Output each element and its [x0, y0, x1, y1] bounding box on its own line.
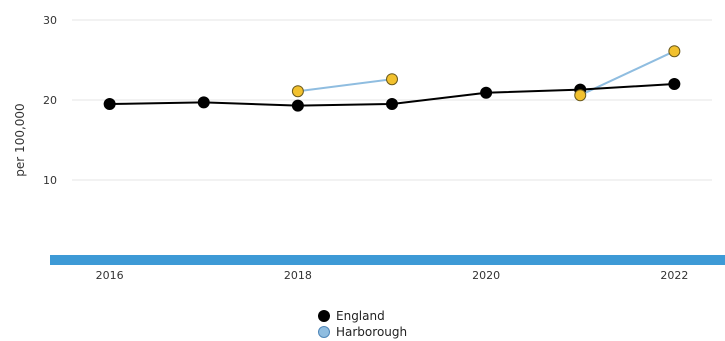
england-point-2017: [197, 96, 210, 109]
england-point-2022: [668, 78, 681, 90]
harborough-line-segment-1: [297, 78, 393, 93]
legend-label-england: England: [336, 309, 385, 323]
harborough-point-2021: [574, 89, 587, 102]
x-tick-label-2020: 2020: [472, 269, 500, 282]
x-tick-label-2016: 2016: [96, 269, 124, 282]
england-legend-marker: [318, 310, 330, 322]
legend-item-england[interactable]: England: [318, 308, 407, 324]
y-tick-label-10: 10: [43, 174, 57, 187]
series-layer: [103, 45, 681, 112]
x-axis-bar: [50, 255, 725, 265]
y-tick-label-20: 20: [43, 94, 57, 107]
legend-label-harborough: Harborough: [336, 325, 408, 339]
legend: England Harborough: [318, 308, 407, 340]
legend-item-harborough[interactable]: Harborough: [318, 324, 407, 340]
england-point-2018: [291, 99, 304, 112]
harborough-point-2019: [386, 73, 398, 86]
harborough-point-2022: [668, 45, 681, 58]
england-point-2016: [103, 98, 116, 110]
harborough-point-2018: [291, 85, 304, 98]
x-tick-label-2022: 2022: [660, 269, 688, 282]
y-axis-ticks: 10 20 30: [43, 14, 57, 187]
y-tick-label-30: 30: [43, 14, 57, 27]
y-axis-label: per 100,000: [13, 103, 27, 176]
x-axis-ticks: 2016 2018 2020 2022: [96, 269, 689, 282]
x-tick-label-2018: 2018: [284, 269, 312, 282]
england-point-2020: [480, 86, 493, 99]
harborough-legend-marker: [318, 326, 330, 338]
england-point-2019: [386, 98, 398, 110]
